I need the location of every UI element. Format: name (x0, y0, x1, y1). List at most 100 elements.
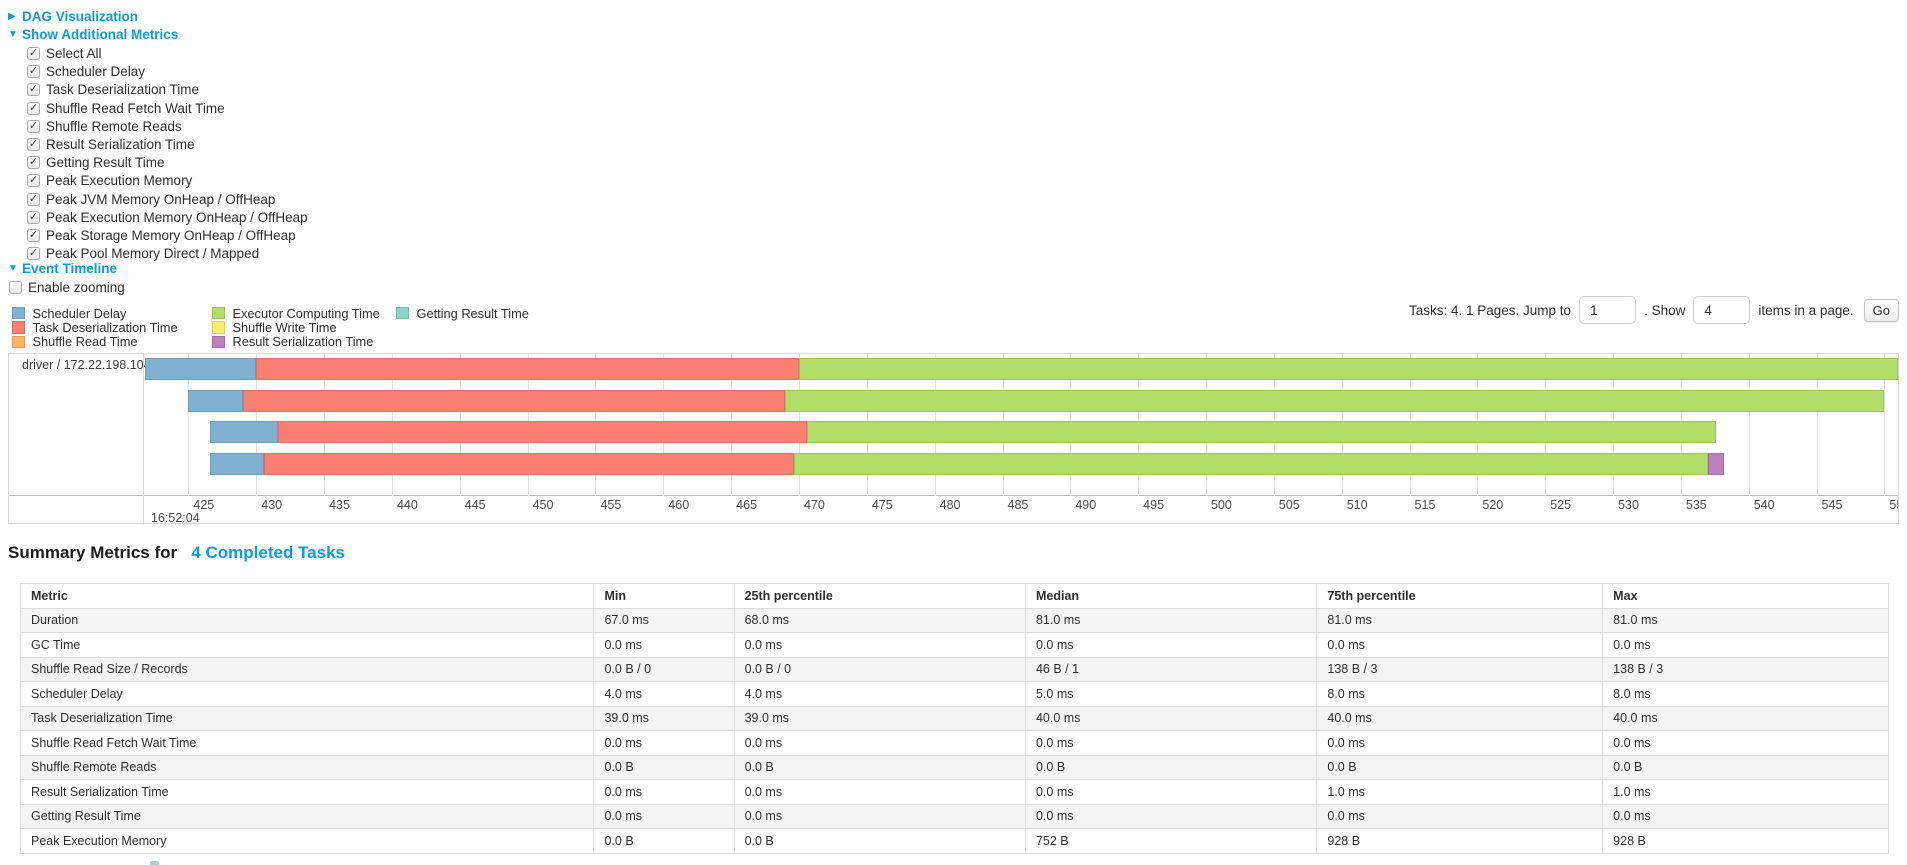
metric-value-cell: 0.0 ms (1024, 779, 1318, 805)
legend-item: Getting Result Time (396, 306, 529, 321)
axis-tick-label: 470 (803, 498, 825, 512)
checkbox-peak-pool-memory-direct-mapped[interactable]: ✓ (27, 247, 40, 261)
metric-name-cell: Scheduler Delay (19, 681, 595, 707)
legend-swatch-icon (12, 306, 25, 320)
checkbox-select-all[interactable]: ✓ (27, 47, 40, 60)
metric-checkbox-item[interactable]: ✓ Peak Storage Memory OnHeap / OffHeap (27, 227, 296, 244)
task-segment-scheduler-delay[interactable] (210, 453, 265, 475)
metric-checkbox-item[interactable]: ✓ Shuffle Read Fetch Wait Time (27, 100, 225, 117)
metric-value-cell: 0.0 B (593, 828, 735, 854)
checkbox-peak-jvm-memory-onheap-offheap[interactable]: ✓ (27, 192, 40, 206)
task-segment-scheduler-delay[interactable] (145, 358, 257, 380)
completed-tasks-link[interactable]: 4 Completed Tasks (191, 543, 346, 562)
dag-visualization-toggle[interactable]: ▶ DAG Visualization (8, 8, 138, 25)
legend-swatch-icon (212, 335, 225, 349)
metric-value-cell: 0.0 ms (1316, 730, 1604, 756)
gridline (1884, 354, 1886, 496)
table-row: Shuffle Read Size / Records 0.0 B / 0 0.0 … (19, 656, 1889, 682)
axis-tick-label: 450 (532, 498, 554, 512)
table-column-header: Max (1602, 583, 1889, 609)
legend-item-label: Task Deserialization Time (32, 320, 178, 336)
table-column-header: 25th percentile (733, 583, 1026, 609)
metric-checkbox-item[interactable]: ✓ Task Deserialization Time (27, 81, 199, 98)
axis-tick-label: 505 (1278, 498, 1300, 512)
jump-to-page-input[interactable] (1579, 296, 1637, 324)
metric-value-cell: 0.0 ms (593, 779, 735, 805)
timeline-task-row (145, 421, 1898, 443)
task-segment-task-deserialization[interactable] (264, 453, 794, 475)
task-segment-executor-computing[interactable] (798, 358, 1898, 380)
table-header-row: Metric Min 25th percentile Median 75th perce… (19, 583, 1889, 609)
checkbox-peak-execution-memory-onheap-offheap[interactable]: ✓ (27, 210, 40, 224)
metric-checkbox-item[interactable]: ✓ Select All (27, 45, 102, 62)
checkbox-peak-execution-memory[interactable]: ✓ (27, 174, 40, 188)
metric-value-cell: 0.0 B (733, 828, 1026, 854)
metric-value-cell: 0.0 B (1602, 754, 1889, 780)
go-button[interactable]: Go (1863, 298, 1899, 322)
metric-value-cell: 0.0 ms (1602, 632, 1889, 658)
task-segment-task-deserialization[interactable] (277, 421, 808, 443)
task-segment-scheduler-delay[interactable] (210, 421, 278, 443)
checkbox-getting-result-time[interactable]: ✓ (27, 156, 40, 170)
show-additional-metrics-toggle[interactable]: ▼ Show Additional Metrics (8, 26, 178, 43)
table-row: GC Time 0.0 ms 0.0 ms 0.0 ms 0.0 ms 0.0 ms (19, 632, 1889, 658)
metric-value-cell: 40.0 ms (1602, 705, 1889, 731)
items-per-page-input[interactable] (1693, 296, 1751, 324)
summary-metrics-heading: Summary Metrics for 4 Completed Tasks (8, 543, 345, 563)
checkbox-shuffle-read-fetch-wait-time[interactable]: ✓ (27, 101, 40, 115)
legend-item: Result Serialization Time (212, 334, 380, 349)
event-timeline-toggle[interactable]: ▼ Event Timeline (8, 260, 117, 277)
metric-checkbox-label: Select All (46, 46, 102, 61)
metric-checkbox-item[interactable]: ✓ Peak Pool Memory Direct / Mapped (27, 245, 259, 262)
metric-value-cell: 0.0 ms (733, 803, 1026, 829)
metric-value-cell: 0.0 ms (733, 730, 1026, 756)
metric-checkbox-item[interactable]: ✓ Getting Result Time (27, 154, 165, 171)
metric-checkbox-item[interactable]: ✓ Scheduler Delay (27, 63, 145, 80)
metric-checkbox-item[interactable]: ✓ Result Serialization Time (27, 136, 195, 153)
metric-checkbox-label: Shuffle Read Fetch Wait Time (46, 100, 225, 116)
metric-value-cell: 138 B / 3 (1316, 656, 1604, 682)
task-segment-task-deserialization[interactable] (256, 358, 799, 380)
legend-swatch-icon (212, 306, 225, 320)
checkbox-result-serialization-time[interactable]: ✓ (27, 138, 40, 151)
checkbox-scheduler-delay[interactable]: ✓ (27, 65, 40, 79)
metric-checkbox-item[interactable]: ✓ Peak Execution Memory (27, 172, 192, 189)
checkbox-task-deserialization-time[interactable]: ✓ (27, 83, 40, 97)
checkbox-peak-storage-memory-onheap-offheap[interactable]: ✓ (27, 229, 40, 242)
legend-item: Executor Computing Time (212, 306, 380, 321)
task-segment-executor-computing[interactable] (793, 453, 1709, 475)
axis-tick-label: 440 (396, 498, 418, 512)
axis-tick-label: 525 (1550, 498, 1572, 512)
axis-tick-label: 495 (1143, 498, 1165, 512)
metric-name-cell: Peak Execution Memory (19, 828, 595, 854)
table-column-header: 75th percentile (1316, 583, 1604, 609)
legend-item-label: Shuffle Write Time (232, 320, 337, 336)
metric-value-cell: 4.0 ms (593, 681, 735, 707)
task-segment-result-serialization[interactable] (1708, 453, 1725, 475)
metric-checkbox-item[interactable]: ✓ Peak Execution Memory OnHeap / OffHeap (27, 209, 308, 226)
enable-zooming-option[interactable]: ✓ Enable zooming (9, 279, 125, 296)
task-segment-task-deserialization[interactable] (242, 389, 786, 412)
table-row: Peak Execution Memory 0.0 B 0.0 B 752 B 928 … (19, 828, 1889, 854)
summary-heading-prefix: Summary Metrics for (8, 543, 178, 562)
metric-value-cell: 39.0 ms (593, 705, 735, 731)
metric-checkbox-label: Peak Storage Memory OnHeap / OffHeap (46, 228, 296, 243)
axis-tick-label: 540 (1753, 498, 1775, 512)
checkbox-shuffle-remote-reads[interactable]: ✓ (27, 119, 40, 133)
task-segment-executor-computing[interactable] (807, 421, 1717, 443)
task-segment-scheduler-delay[interactable] (188, 389, 243, 412)
metric-name-cell: Task Deserialization Time (19, 705, 595, 731)
axis-tick-label: 425 (193, 498, 215, 512)
metric-value-cell: 0.0 B (733, 754, 1026, 780)
metric-checkbox-item[interactable]: ✓ Peak JVM Memory OnHeap / OffHeap (27, 191, 275, 208)
metric-checkbox-item[interactable]: ✓ Shuffle Remote Reads (27, 118, 182, 135)
metric-name-cell: Shuffle Remote Reads (19, 754, 595, 780)
axis-tick-label: 430 (261, 498, 283, 512)
enable-zooming-checkbox[interactable]: ✓ (9, 281, 22, 294)
task-segment-executor-computing[interactable] (785, 389, 1885, 412)
table-row: Task Deserialization Time 39.0 ms 39.0 ms 4… (19, 705, 1889, 731)
metric-value-cell: 8.0 ms (1602, 681, 1889, 707)
metric-checkbox-label: Peak Pool Memory Direct / Mapped (46, 246, 260, 262)
metric-value-cell: 1.0 ms (1316, 779, 1604, 805)
